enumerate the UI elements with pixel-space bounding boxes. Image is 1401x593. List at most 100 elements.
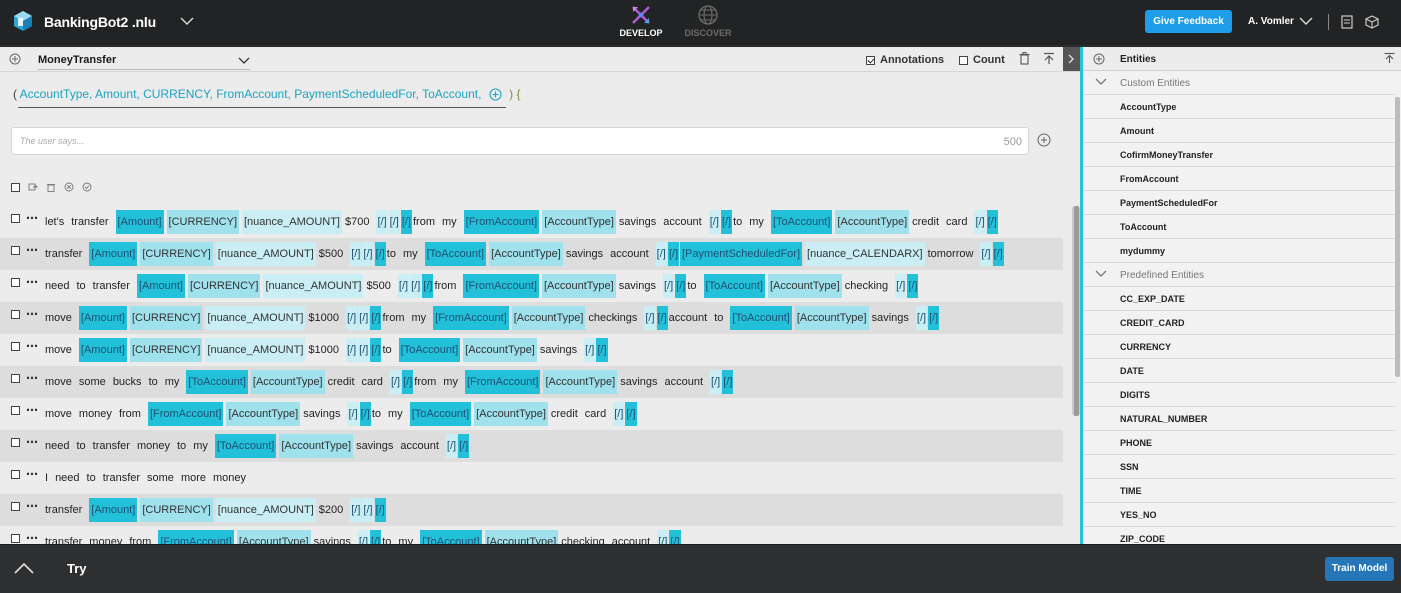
document-icon[interactable] xyxy=(1341,15,1353,29)
annotation-close-tag[interactable]: [/] xyxy=(722,370,734,394)
entity-item[interactable]: SSN xyxy=(1083,455,1395,479)
more-options-icon[interactable]: ⋯ xyxy=(26,403,38,417)
sample-word[interactable]: some xyxy=(78,376,106,388)
annotation-tag[interactable]: [ToAccount] xyxy=(420,530,482,544)
annotation-close-tag[interactable]: [/] xyxy=(345,338,358,362)
chevron-down-icon[interactable] xyxy=(1299,14,1313,28)
cube-icon[interactable] xyxy=(1365,15,1379,29)
cancel-circle-icon[interactable] xyxy=(64,182,74,192)
entity-group-header[interactable]: Predefined Entities xyxy=(1083,263,1395,287)
sample-word[interactable]: my xyxy=(441,216,457,228)
entity-item[interactable]: PaymentScheduledFor xyxy=(1083,191,1395,215)
annotation-close-tag[interactable]: [/] xyxy=(362,498,374,522)
trash-icon[interactable] xyxy=(46,182,56,193)
collapse-up-icon[interactable] xyxy=(1043,52,1055,65)
app-title[interactable]: BankingBot2 .nlu xyxy=(44,14,156,30)
annotation-close-tag[interactable]: [/] xyxy=(350,498,362,522)
annotation-tag[interactable]: [AccountType] xyxy=(768,274,842,298)
sample-word[interactable]: my xyxy=(749,216,764,228)
annotation-close-tag[interactable]: [/] xyxy=(662,274,675,298)
annotation-tag[interactable]: [ToAccount] xyxy=(730,306,792,330)
trash-icon[interactable] xyxy=(1019,52,1030,65)
chevron-down-icon[interactable] xyxy=(180,14,194,28)
sample-row[interactable]: ⋯ move money from [FromAccount] [AccountType]… xyxy=(0,398,1063,430)
annotation-close-tag[interactable]: [/] xyxy=(370,530,382,544)
entity-list-scrollbar[interactable] xyxy=(1395,97,1400,377)
sample-word[interactable]: money xyxy=(136,440,170,452)
sample-word[interactable]: money xyxy=(213,472,247,484)
sample-word[interactable]: $500 xyxy=(318,248,344,260)
sample-word[interactable]: savings xyxy=(303,408,341,420)
entity-parameter-list[interactable]: AccountType, Amount, CURRENCY, FromAccou… xyxy=(19,87,482,101)
annotation-tag[interactable]: [Amount] xyxy=(136,274,185,298)
annotation-close-tag[interactable]: [/] xyxy=(644,306,656,330)
sample-text[interactable]: move [Amount] [CURRENCY] [nuance_AMOUNT] $10… xyxy=(45,306,940,330)
annotation-close-tag[interactable]: [/] xyxy=(613,402,625,426)
annotation-tag[interactable]: [AccountType] xyxy=(484,530,559,544)
more-options-icon[interactable]: ⋯ xyxy=(26,211,38,225)
annotation-tag[interactable]: [nuance_CALENDARX] xyxy=(805,242,925,266)
annotation-tag[interactable]: [AccountType] xyxy=(226,402,301,426)
sample-word[interactable]: $1000 xyxy=(308,344,339,356)
sample-text[interactable]: transfer money from [FromAccount] [AccountTy… xyxy=(45,530,682,544)
train-model-button[interactable]: Train Model xyxy=(1325,557,1394,581)
entity-item[interactable]: Amount xyxy=(1083,119,1395,143)
sample-word[interactable]: transfer xyxy=(92,440,130,452)
sample-word[interactable]: to xyxy=(371,408,382,420)
add-circle-icon[interactable] xyxy=(489,88,502,101)
annotations-toggle[interactable]: Annotations xyxy=(866,54,944,66)
sample-word[interactable]: from xyxy=(382,312,405,324)
entity-item[interactable]: ZIP_CODE xyxy=(1083,527,1395,544)
sample-word[interactable]: $200 xyxy=(318,504,344,516)
annotation-close-tag[interactable]: [/] xyxy=(596,338,608,362)
sample-text[interactable]: need to transfer money to my [ToAccount] [Accou… xyxy=(45,434,470,458)
sample-word[interactable]: I xyxy=(45,472,49,484)
annotation-tag[interactable]: [Amount] xyxy=(89,498,138,522)
annotation-close-tag[interactable]: [/] xyxy=(358,338,370,362)
try-label[interactable]: Try xyxy=(67,561,87,576)
sample-word[interactable]: $1000 xyxy=(308,312,339,324)
sample-word[interactable]: to xyxy=(687,280,697,292)
sample-text[interactable]: move some bucks to my [ToAccount] [AccountType… xyxy=(45,370,734,394)
annotation-close-tag[interactable]: [/] xyxy=(370,338,382,362)
sample-checkbox[interactable] xyxy=(11,437,20,447)
sample-word[interactable]: more xyxy=(180,472,206,484)
entity-item[interactable]: CC_EXP_DATE xyxy=(1083,287,1395,311)
sample-word[interactable]: transfer xyxy=(45,248,83,260)
sample-word[interactable]: need xyxy=(45,280,70,292)
sample-word[interactable]: my xyxy=(164,376,180,388)
sample-word[interactable]: checkings xyxy=(588,312,638,324)
sample-row[interactable]: ⋯ transfer money from [FromAccount] [AccountT… xyxy=(0,526,1063,544)
sample-word[interactable]: savings xyxy=(618,280,656,292)
sample-row[interactable]: ⋯ transfer [Amount] [CURRENCY] [nuance_AMOUN… xyxy=(0,494,1063,526)
annotation-tag[interactable]: [nuance_AMOUNT] xyxy=(242,210,342,234)
annotation-tag[interactable]: [ToAccount] xyxy=(214,434,277,458)
sample-checkbox[interactable] xyxy=(11,469,20,479)
sample-word[interactable]: to xyxy=(148,376,158,388)
entity-item[interactable]: mydummy xyxy=(1083,239,1395,263)
sample-word[interactable]: to xyxy=(76,440,86,452)
sample-word[interactable]: credit xyxy=(550,408,578,420)
annotation-close-tag[interactable]: [/] xyxy=(720,210,733,234)
annotation-tag[interactable]: [FromAccount] xyxy=(464,370,541,394)
sample-word[interactable]: from xyxy=(118,408,141,420)
sample-word[interactable]: move xyxy=(45,376,72,388)
sample-word[interactable]: money xyxy=(89,536,123,544)
sample-row[interactable]: ⋯ let's transfer [Amount] [CURRENCY] [nuance_… xyxy=(0,206,1063,238)
annotation-tag[interactable]: [AccountType] xyxy=(474,402,548,426)
annotation-close-tag[interactable]: [/] xyxy=(992,242,1004,266)
sample-word[interactable]: bucks xyxy=(112,376,142,388)
annotation-close-tag[interactable]: [/] xyxy=(358,306,370,330)
sample-word[interactable]: savings xyxy=(356,440,394,452)
count-toggle[interactable]: Count xyxy=(959,54,1005,66)
sample-word[interactable]: credit xyxy=(912,216,940,228)
entity-item[interactable]: DIGITS xyxy=(1083,383,1395,407)
annotation-tag[interactable]: [Amount] xyxy=(78,306,127,330)
annotation-close-tag[interactable]: [/] xyxy=(345,306,358,330)
annotation-close-tag[interactable]: [/] xyxy=(708,210,720,234)
sample-word[interactable]: to xyxy=(382,344,392,356)
annotation-close-tag[interactable]: [/] xyxy=(357,530,370,544)
sample-word[interactable]: from xyxy=(434,280,457,292)
annotation-tag[interactable]: [AccountType] xyxy=(236,530,311,544)
